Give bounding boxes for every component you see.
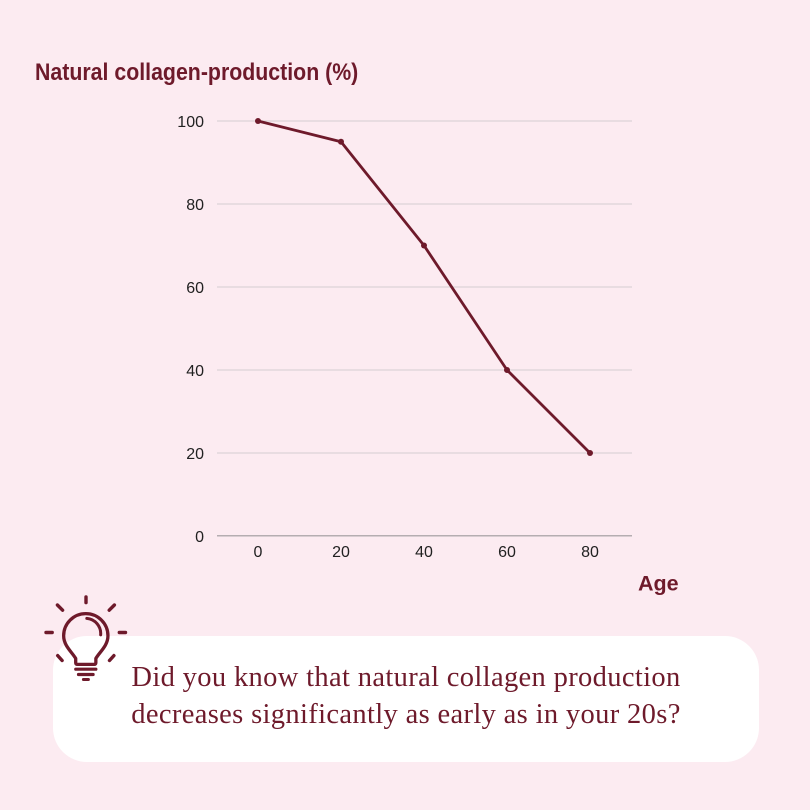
svg-text:20: 20 [186, 446, 204, 463]
svg-text:40: 40 [186, 363, 204, 380]
svg-text:0: 0 [195, 529, 204, 546]
svg-text:60: 60 [186, 280, 204, 297]
svg-text:20: 20 [332, 544, 350, 561]
svg-text:100: 100 [177, 114, 204, 131]
svg-text:80: 80 [581, 544, 599, 561]
svg-text:60: 60 [498, 544, 516, 561]
svg-text:0: 0 [254, 544, 263, 561]
svg-text:40: 40 [415, 544, 433, 561]
svg-text:Age: Age [638, 572, 679, 596]
svg-text:80: 80 [186, 197, 204, 214]
